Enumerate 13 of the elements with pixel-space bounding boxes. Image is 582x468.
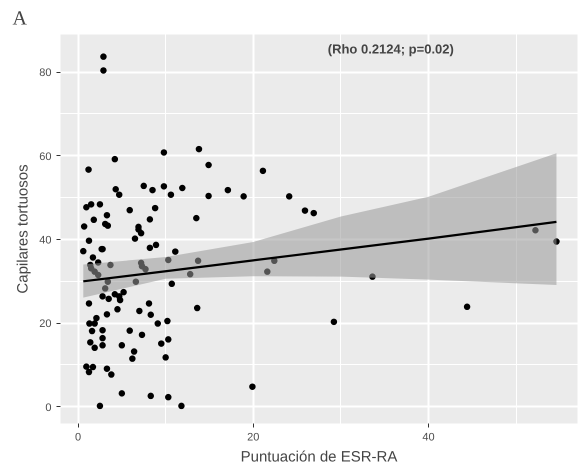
y-tick-label: 0 bbox=[45, 402, 52, 414]
y-axis-title: Capilares tortuosos bbox=[14, 164, 32, 294]
y-tick-label: 20 bbox=[39, 318, 52, 330]
y-tick-label: 60 bbox=[39, 150, 52, 163]
x-tick-label: 0 bbox=[74, 432, 82, 444]
chart-title: A bbox=[12, 8, 28, 30]
y-tick-label: 80 bbox=[39, 67, 52, 80]
y-tick-label: 40 bbox=[39, 234, 52, 246]
line-series bbox=[82, 220, 558, 282]
annotation: (Rho 0.2124; p=0.02) bbox=[328, 42, 454, 56]
x-axis-title: Puntuación de ESR-RA bbox=[240, 448, 398, 466]
x-tick-label: 20 bbox=[247, 432, 260, 444]
x-tick-label: 40 bbox=[422, 432, 435, 444]
